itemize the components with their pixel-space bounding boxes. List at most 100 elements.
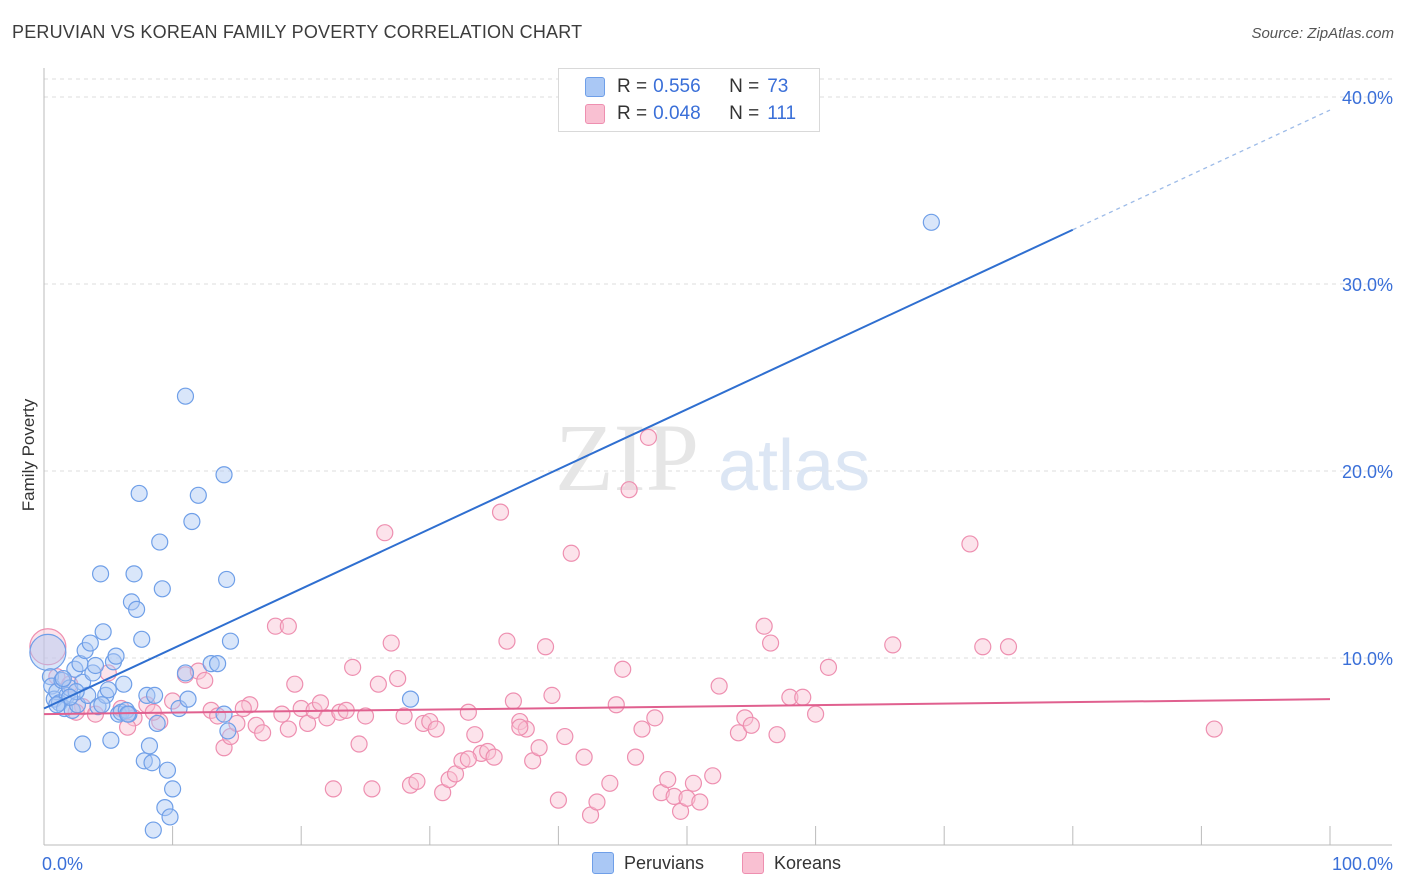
peruvians-point <box>209 655 227 673</box>
peruvians-point <box>183 512 201 531</box>
peruvians-point <box>219 722 237 740</box>
peruvians-point <box>133 630 151 648</box>
koreans-point <box>382 634 400 652</box>
peruvians-point <box>179 690 197 708</box>
peruvians-point <box>158 761 177 779</box>
koreans-point <box>279 617 297 635</box>
peruvians-point <box>99 681 117 699</box>
peruvians-point <box>215 466 233 484</box>
koreans-point <box>646 709 664 727</box>
koreans-point <box>254 724 272 742</box>
peruvians-point <box>156 798 174 817</box>
koreans-point <box>729 724 748 742</box>
koreans-point <box>626 748 645 766</box>
peruvians-point <box>127 600 146 618</box>
legend-n-value: 111 <box>767 103 797 124</box>
koreans-point <box>556 727 574 746</box>
y-tick-label: 30.0% <box>1342 275 1393 295</box>
koreans-point <box>196 671 214 690</box>
koreans-point <box>292 699 310 718</box>
koreans-point <box>279 720 297 738</box>
peruvians-point <box>153 580 171 598</box>
peruvians-point <box>151 533 169 551</box>
koreans-point <box>376 524 394 542</box>
peruvians-point <box>144 821 162 839</box>
legend-row-koreans: R = 0.048 N = 111 <box>585 102 796 126</box>
axes <box>43 68 1392 846</box>
y-tick-label: 40.0% <box>1342 88 1393 108</box>
koreans-point <box>266 617 285 635</box>
koreans-point <box>588 793 606 811</box>
koreans-point <box>511 718 529 736</box>
koreans-point <box>453 752 471 770</box>
koreans-point <box>350 735 368 753</box>
koreans-point <box>485 748 503 766</box>
legend-n-value: 73 <box>767 76 789 97</box>
koreans-point <box>29 628 67 666</box>
koreans-point <box>369 675 387 693</box>
peruvians-point <box>215 705 233 723</box>
chart-title: PERUVIAN VS KOREAN FAMILY POVERTY CORREL… <box>12 22 583 42</box>
koreans-point <box>755 617 773 635</box>
series-legend-peruvians[interactable]: Peruvians <box>592 852 704 874</box>
peruvians-point <box>401 690 420 708</box>
koreans-point <box>530 739 548 757</box>
koreans-point <box>549 791 568 809</box>
koreans-point <box>1205 720 1223 738</box>
koreans-point <box>356 707 375 725</box>
koreans-point <box>684 774 703 792</box>
koreans-point <box>974 638 992 656</box>
watermark-atlas: atlas <box>718 426 870 506</box>
koreans-point <box>286 675 304 693</box>
y-axis-label: Family Poverty <box>19 398 38 511</box>
koreans-point <box>389 669 407 688</box>
grid-lines <box>44 78 1392 659</box>
peruvians-point <box>29 633 67 671</box>
koreans-point <box>408 772 426 791</box>
y-tick-label: 20.0% <box>1342 462 1393 482</box>
x-tick-label: 100.0% <box>1332 854 1393 874</box>
koreans-point <box>620 481 638 499</box>
koreans-point <box>659 770 677 789</box>
koreans-point <box>761 634 780 652</box>
x-tick-label: 0.0% <box>42 854 83 874</box>
koreans-point <box>704 767 722 785</box>
peruvians-point <box>148 714 166 733</box>
koreans-point <box>311 694 330 712</box>
koreans-point <box>633 720 651 738</box>
koreans-point <box>459 703 477 721</box>
y-tick-label: 10.0% <box>1342 649 1393 669</box>
koreans-point <box>536 638 555 656</box>
koreans-point <box>639 428 658 446</box>
peruvians-point <box>94 623 112 641</box>
koreans-point <box>491 503 510 521</box>
koreans-point <box>459 750 477 768</box>
peruvian-points <box>29 213 940 839</box>
legend-swatch-peruvians <box>585 77 605 97</box>
koreans-point <box>118 718 137 736</box>
koreans-point <box>691 793 709 811</box>
koreans-point <box>961 535 979 553</box>
watermark: ZIP atlas <box>555 404 870 511</box>
series-swatch-koreans <box>742 852 764 874</box>
koreans-point <box>331 703 349 721</box>
koreans-point <box>607 696 625 714</box>
peruvians-point <box>189 486 207 504</box>
koreans-point <box>575 748 593 766</box>
peruvians-point <box>54 669 72 688</box>
koreans-point <box>768 726 786 744</box>
legend-r-value: 0.048 <box>653 103 701 124</box>
series-legend-koreans[interactable]: Koreans <box>742 852 841 874</box>
legend-row-peruvians: R = 0.556 N = 73 <box>585 75 788 99</box>
peruvians-point <box>145 686 164 705</box>
tick-labels: 10.0% 20.0% 30.0% 40.0% 0.0% 100.0% <box>42 88 1393 874</box>
koreans-point <box>678 789 696 807</box>
peruvians-point <box>102 731 120 749</box>
peruvians-point <box>130 484 148 503</box>
peruvians-point <box>922 213 940 231</box>
peruvians-point <box>140 737 159 755</box>
koreans-point <box>742 716 760 734</box>
correlation-legend: R = 0.556 N = 73 R = 0.048 N = 111 <box>558 68 820 132</box>
peruvian-trend-line <box>43 228 1074 710</box>
